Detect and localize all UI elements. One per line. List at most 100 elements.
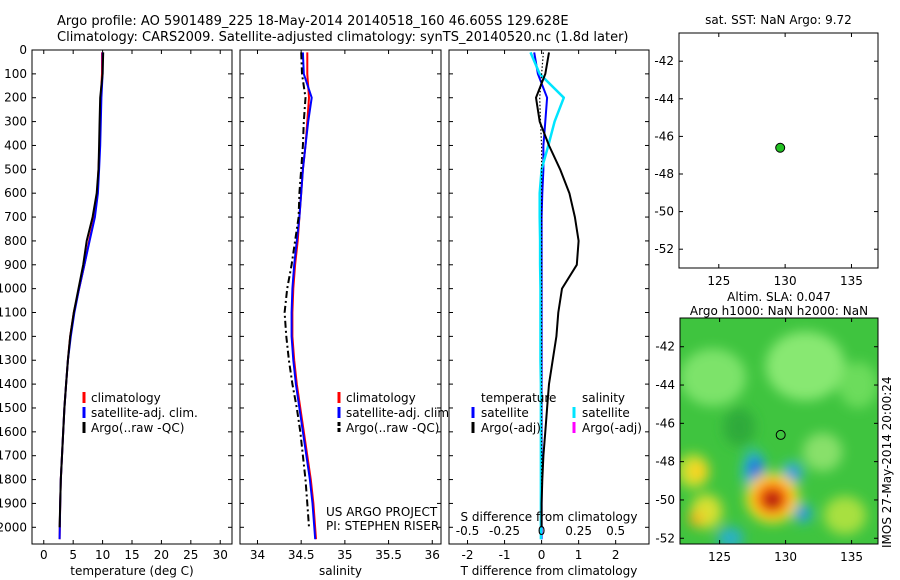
sla-anomaly-blob — [765, 493, 780, 507]
series-line — [58, 52, 105, 528]
axes-frame — [239, 49, 442, 545]
x-tick-label-s: 0.25 — [565, 524, 592, 538]
y-tick-label: 1700 — [0, 449, 27, 463]
y-tick-label: -52 — [654, 242, 674, 256]
y-tick-label: -50 — [654, 205, 674, 219]
pi-annotation: PI: STEPHEN RISER — [326, 519, 439, 533]
x-axis-label-s: S difference from climatology — [461, 510, 638, 524]
sla-anomaly-blob — [802, 432, 843, 472]
x-tick-label: 130 — [774, 274, 797, 288]
x-tick-label: 125 — [707, 274, 730, 288]
x-tick-label: 0 — [538, 548, 546, 562]
figure-title-line1: Argo profile: AO 5901489_225 18-May-2014… — [57, 14, 569, 29]
legend-label: climatology — [91, 391, 161, 405]
legend-label: Argo(..raw -QC) — [91, 421, 184, 435]
y-tick-label: 300 — [4, 115, 27, 129]
x-tick-label: 20 — [154, 548, 169, 562]
figure-title-line2: Climatology: CARS2009. Satellite-adjuste… — [57, 30, 629, 45]
y-tick-label: -44 — [655, 378, 675, 392]
legend-title: salinity — [582, 391, 625, 405]
sla-anomaly-blob — [788, 467, 799, 479]
x-tick-label: 35.5 — [375, 548, 402, 562]
difference-panel: -2 -1 0 1 2 T difference from climatology -0.5… — [448, 49, 650, 578]
x-tick-label: 34 — [250, 548, 265, 562]
legend-label: climatology — [346, 391, 416, 405]
y-tick-label: 1100 — [0, 306, 27, 320]
legend-title: temperature — [481, 391, 556, 405]
y-tick-label: -48 — [655, 455, 675, 469]
x-tick-label: 25 — [183, 548, 198, 562]
salinity-panel: 34 34.5 35 35.5 36 salinity climatologysatelli… — [239, 49, 453, 578]
sla-anomaly-blob — [748, 457, 762, 481]
x-tick-label: 0 — [40, 548, 48, 562]
x-tick-label: -1 — [499, 548, 511, 562]
legend-label: Argo(..raw -QC) — [346, 421, 439, 435]
series-line — [290, 52, 317, 540]
y-tick-label: -42 — [655, 340, 675, 354]
axes-frame — [679, 317, 879, 545]
y-tick-label: 400 — [4, 138, 27, 152]
y-tick-label: -52 — [655, 531, 675, 545]
y-tick-label: 600 — [4, 186, 27, 200]
sla-anomaly-blob — [716, 526, 744, 544]
y-tick-label: 700 — [4, 210, 27, 224]
x-tick-label: 10 — [95, 548, 110, 562]
sla-anomaly-blob — [680, 348, 746, 407]
y-tick-label: 0 — [19, 43, 27, 57]
panel-title: sat. SST: NaN Argo: 9.72 — [705, 13, 852, 27]
sla-anomaly-field — [680, 331, 878, 544]
x-tick-label: 36 — [425, 548, 440, 562]
pi-annotation: US ARGO PROJECT — [326, 505, 438, 519]
legend-label: Argo(-adj) — [481, 421, 541, 435]
y-tick-label: 1200 — [0, 329, 27, 343]
y-tick-label: 800 — [4, 234, 27, 248]
panel-title: Argo h1000: NaN h2000: NaN — [690, 304, 868, 318]
x-axis-label: T difference from climatology — [460, 564, 638, 578]
x-tick-label: 35 — [337, 548, 352, 562]
y-tick-label: 1300 — [0, 353, 27, 367]
x-tick-label: 5 — [69, 548, 77, 562]
x-tick-label: -2 — [462, 548, 474, 562]
sla-anomaly-blob — [689, 461, 708, 481]
series-line — [535, 52, 580, 528]
y-tick-label: 1900 — [0, 496, 27, 510]
x-tick-label: 2 — [612, 548, 620, 562]
x-tick-label-s: -0.25 — [489, 524, 520, 538]
panel-title: Altim. SLA: 0.047 — [727, 290, 831, 304]
x-tick-label: 135 — [840, 274, 863, 288]
x-tick-label: 34.5 — [288, 548, 315, 562]
y-tick-label: 1500 — [0, 401, 27, 415]
sla-anomaly-blob — [838, 362, 878, 409]
y-tick-label: 200 — [4, 91, 27, 105]
sla-anomaly-blob — [689, 511, 703, 527]
y-tick-label: -44 — [654, 92, 674, 106]
y-tick-label: 100 — [4, 67, 27, 81]
y-tick-label: 1000 — [0, 282, 27, 296]
series-line — [529, 51, 566, 540]
sla-anomaly-blob — [798, 507, 808, 520]
sla-anomaly-blob — [823, 496, 867, 535]
profile-location-marker — [775, 142, 786, 153]
location-panel: sat. SST: NaN Argo: 9.72 -42 -44 -46 -48 -50 -… — [654, 13, 879, 288]
y-tick-label: -50 — [655, 493, 675, 507]
x-axis-label: salinity — [319, 564, 362, 578]
x-tick-label: 125 — [708, 550, 731, 564]
y-tick-label: 900 — [4, 258, 27, 272]
x-tick-label: 130 — [774, 550, 797, 564]
y-tick-label: -46 — [655, 416, 675, 430]
x-axis-label: temperature (deg C) — [70, 564, 193, 578]
profile-location-marker — [775, 429, 786, 440]
y-tick-label: 1800 — [0, 473, 27, 487]
y-tick-label: -42 — [654, 54, 674, 68]
legend-label: satellite — [582, 406, 630, 420]
series-line — [283, 52, 310, 528]
y-tick-label: -48 — [654, 167, 674, 181]
x-tick-label: 135 — [840, 550, 863, 564]
legend-label: satellite-adj. clim. — [346, 406, 453, 420]
y-tick-label: 1400 — [0, 377, 27, 391]
axes-frame — [31, 49, 233, 545]
x-tick-label-s: 0.5 — [606, 524, 625, 538]
axes-frame — [448, 49, 650, 545]
